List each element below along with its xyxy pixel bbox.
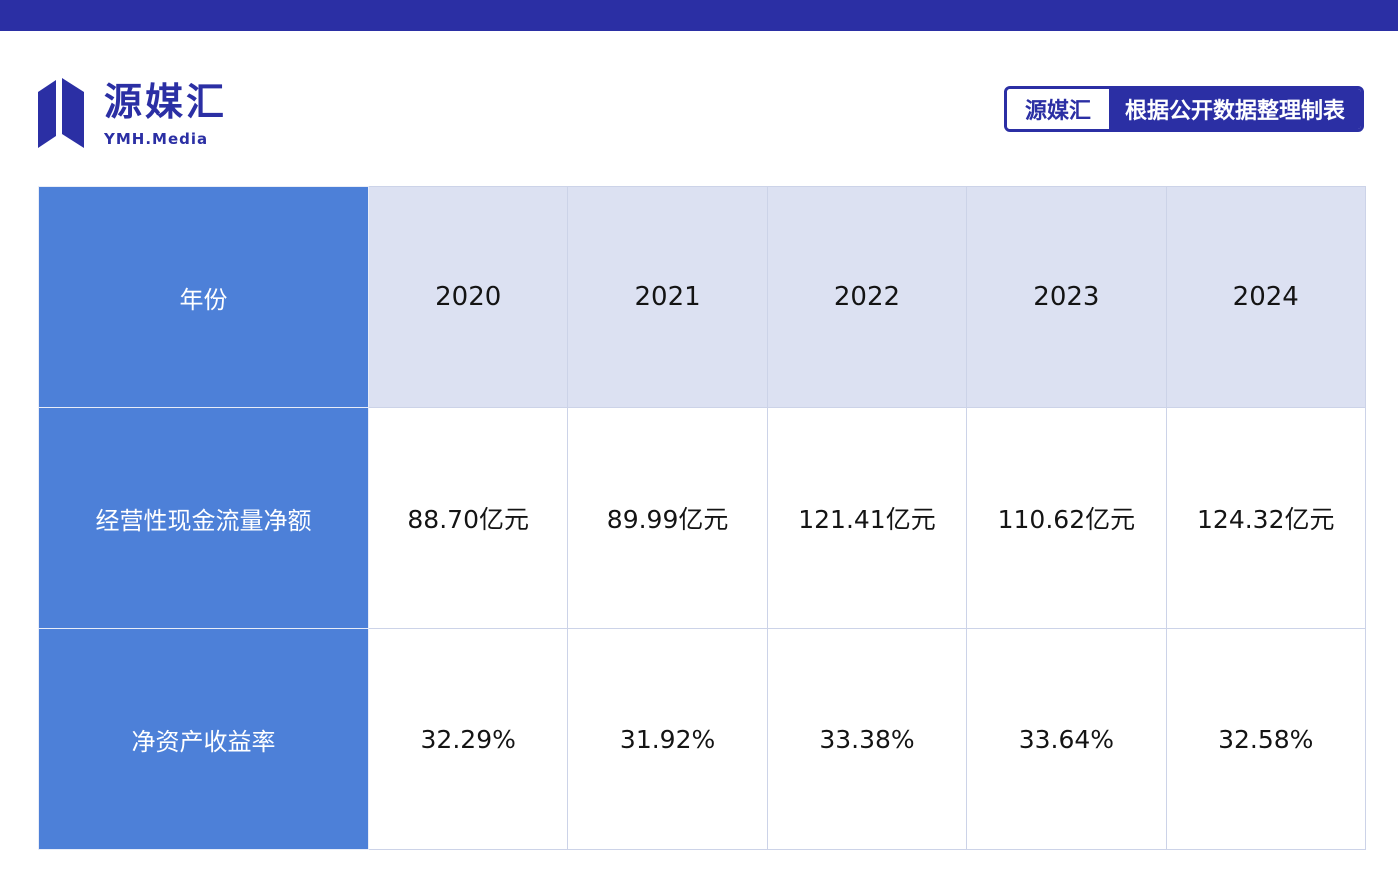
brand-subtitle: YMH.Media (104, 129, 209, 148)
cell-value: 121.41亿元 (766, 407, 968, 629)
cell-value: 89.99亿元 (567, 407, 768, 629)
table-header-row: 年份 2020 2021 2022 2023 2024 (38, 186, 1366, 408)
header-cell-2024: 2024 (1165, 186, 1366, 408)
source-badge: 源媒汇 根据公开数据整理制表 (1003, 86, 1364, 132)
source-badge-brand: 源媒汇 (1006, 89, 1109, 129)
brand-text: 源媒汇 YMH.Media (104, 76, 227, 148)
header-cell-2020: 2020 (367, 186, 569, 408)
header-cell-years: 年份 (38, 186, 369, 408)
cell-value: 32.29% (367, 628, 569, 850)
cell-value: 110.62亿元 (966, 407, 1167, 629)
data-table-wrapper: 年份 2020 2021 2022 2023 2024 经营性现金流量净额 88… (38, 186, 1366, 850)
row-label-operating-cash-flow: 经营性现金流量净额 (38, 407, 369, 629)
brand-block: 源媒汇 YMH.Media (36, 76, 227, 150)
cell-value: 88.70亿元 (367, 407, 569, 629)
brand-name: 源媒汇 (104, 80, 228, 124)
top-accent-bar (0, 0, 1398, 31)
table-row-roe: 净资产收益率 32.29% 31.92% 33.38% 33.64% 32.58… (38, 628, 1366, 850)
header-cell-2021: 2021 (567, 186, 768, 408)
cell-value: 33.64% (966, 628, 1167, 850)
cell-value: 32.58% (1165, 628, 1366, 850)
row-label-roe: 净资产收益率 (38, 628, 369, 850)
brand-logo-icon (38, 78, 84, 148)
header-cell-2022: 2022 (766, 186, 968, 408)
header-cell-2023: 2023 (966, 186, 1167, 408)
data-table: 年份 2020 2021 2022 2023 2024 经营性现金流量净额 88… (38, 186, 1366, 850)
cell-value: 124.32亿元 (1165, 407, 1366, 629)
cell-value: 31.92% (567, 628, 768, 850)
table-row-operating-cash-flow: 经营性现金流量净额 88.70亿元 89.99亿元 121.41亿元 110.6… (38, 407, 1366, 629)
source-badge-note: 根据公开数据整理制表 (1108, 89, 1361, 129)
cell-value: 33.38% (766, 628, 968, 850)
